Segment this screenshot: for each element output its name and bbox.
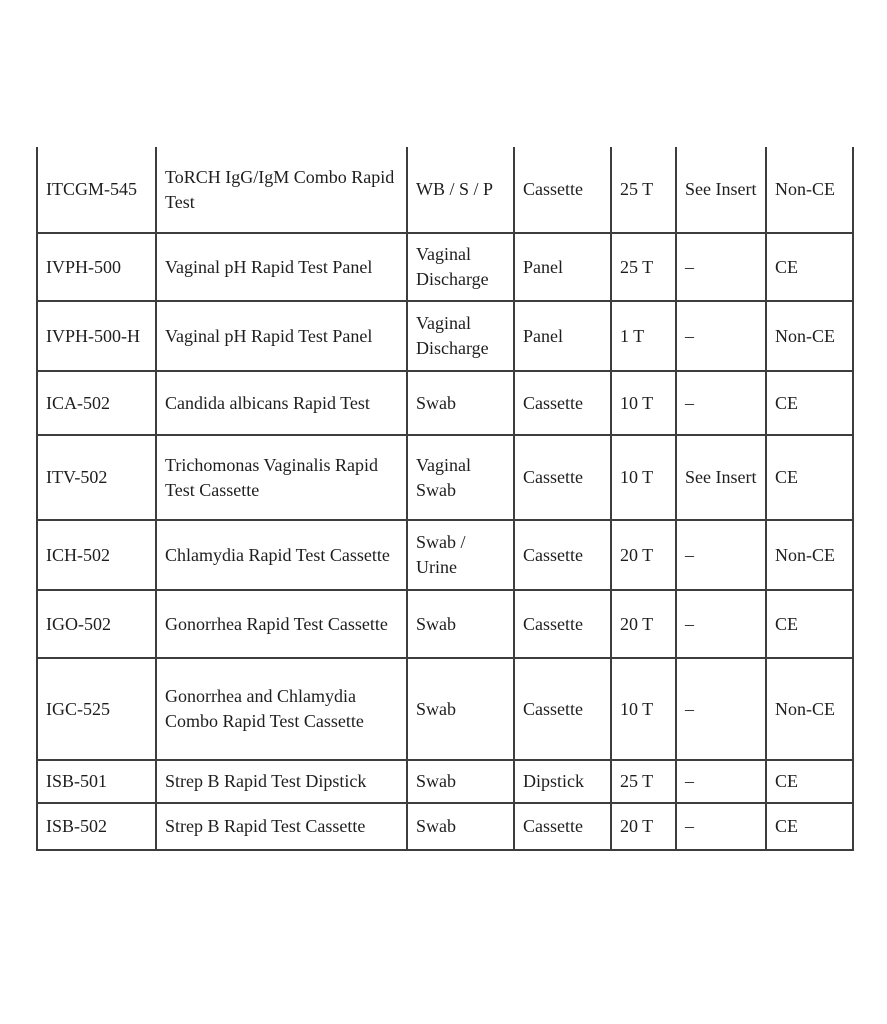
cell-format: Dipstick (513, 759, 612, 804)
cell-catalog-number: ITV-502 (36, 434, 157, 521)
cell-quantity: 25 T (610, 232, 677, 302)
cell-format: Cassette (513, 657, 612, 761)
cell-quantity: 25 T (610, 147, 677, 234)
cell-product-name: Chlamydia Rapid Test Cassette (155, 519, 408, 591)
cell-catalog-number: IVPH-500-H (36, 300, 157, 372)
cell-ce-status: CE (765, 370, 854, 436)
cell-catalog-number: IGC-525 (36, 657, 157, 761)
cell-quantity: 25 T (610, 759, 677, 804)
cell-ce-status: Non-CE (765, 657, 854, 761)
cell-specimen: Swab (406, 759, 515, 804)
cell-product-name: Trichomonas Vaginalis Rapid Test Cassett… (155, 434, 408, 521)
cell-format: Panel (513, 300, 612, 372)
cell-quantity: 10 T (610, 370, 677, 436)
cell-specimen: Swab / Urine (406, 519, 515, 591)
cell-ce-status: Non-CE (765, 147, 854, 234)
cell-product-name: ToRCH IgG/IgM Combo Rapid Test (155, 147, 408, 234)
table-row: ICA-502 Candida albicans Rapid Test Swab… (36, 370, 854, 436)
cell-product-name: Strep B Rapid Test Cassette (155, 802, 408, 851)
cell-format: Cassette (513, 589, 612, 659)
table-row: IGO-502 Gonorrhea Rapid Test Cassette Sw… (36, 589, 854, 659)
cell-specimen: Swab (406, 802, 515, 851)
cell-format: Panel (513, 232, 612, 302)
cell-catalog-number: IGO-502 (36, 589, 157, 659)
cell-catalog-number: ISB-501 (36, 759, 157, 804)
table-row: ITCGM-545 ToRCH IgG/IgM Combo Rapid Test… (36, 147, 854, 234)
cell-insert: – (675, 759, 767, 804)
cell-product-name: Gonorrhea and Chlamydia Combo Rapid Test… (155, 657, 408, 761)
cell-product-name: Strep B Rapid Test Dipstick (155, 759, 408, 804)
cell-product-name: Vaginal pH Rapid Test Panel (155, 232, 408, 302)
cell-ce-status: CE (765, 232, 854, 302)
cell-insert: – (675, 300, 767, 372)
cell-ce-status: CE (765, 589, 854, 659)
cell-format: Cassette (513, 434, 612, 521)
table-row: IVPH-500 Vaginal pH Rapid Test Panel Vag… (36, 232, 854, 302)
cell-specimen: Swab (406, 589, 515, 659)
table-row: IGC-525 Gonorrhea and Chlamydia Combo Ra… (36, 657, 854, 761)
cell-catalog-number: IVPH-500 (36, 232, 157, 302)
cell-insert: – (675, 519, 767, 591)
cell-quantity: 20 T (610, 589, 677, 659)
cell-quantity: 10 T (610, 657, 677, 761)
cell-catalog-number: ICA-502 (36, 370, 157, 436)
cell-insert: See Insert (675, 147, 767, 234)
table-row: ISB-502 Strep B Rapid Test Cassette Swab… (36, 802, 854, 851)
cell-catalog-number: ICH-502 (36, 519, 157, 591)
cell-format: Cassette (513, 147, 612, 234)
cell-insert: – (675, 657, 767, 761)
cell-product-name: Vaginal pH Rapid Test Panel (155, 300, 408, 372)
cell-specimen: Vaginal Swab (406, 434, 515, 521)
table-row: ISB-501 Strep B Rapid Test Dipstick Swab… (36, 759, 854, 804)
cell-specimen: Vaginal Discharge (406, 300, 515, 372)
cell-specimen: Swab (406, 370, 515, 436)
cell-product-name: Gonorrhea Rapid Test Cassette (155, 589, 408, 659)
cell-insert: – (675, 370, 767, 436)
cell-format: Cassette (513, 370, 612, 436)
cell-specimen: Vaginal Discharge (406, 232, 515, 302)
cell-product-name: Candida albicans Rapid Test (155, 370, 408, 436)
cell-format: Cassette (513, 519, 612, 591)
cell-catalog-number: ISB-502 (36, 802, 157, 851)
cell-insert: – (675, 232, 767, 302)
cell-ce-status: CE (765, 802, 854, 851)
cell-ce-status: Non-CE (765, 300, 854, 372)
cell-quantity: 20 T (610, 802, 677, 851)
cell-quantity: 10 T (610, 434, 677, 521)
cell-format: Cassette (513, 802, 612, 851)
cell-insert: See Insert (675, 434, 767, 521)
table-row: ICH-502 Chlamydia Rapid Test Cassette Sw… (36, 519, 854, 591)
cell-catalog-number: ITCGM-545 (36, 147, 157, 234)
cell-specimen: WB / S / P (406, 147, 515, 234)
cell-ce-status: CE (765, 759, 854, 804)
cell-insert: – (675, 802, 767, 851)
cell-specimen: Swab (406, 657, 515, 761)
cell-ce-status: Non-CE (765, 519, 854, 591)
cell-ce-status: CE (765, 434, 854, 521)
cell-quantity: 20 T (610, 519, 677, 591)
cell-quantity: 1 T (610, 300, 677, 372)
product-table: ITCGM-545 ToRCH IgG/IgM Combo Rapid Test… (36, 147, 854, 851)
table-row: ITV-502 Trichomonas Vaginalis Rapid Test… (36, 434, 854, 521)
table-row: IVPH-500-H Vaginal pH Rapid Test Panel V… (36, 300, 854, 372)
cell-insert: – (675, 589, 767, 659)
